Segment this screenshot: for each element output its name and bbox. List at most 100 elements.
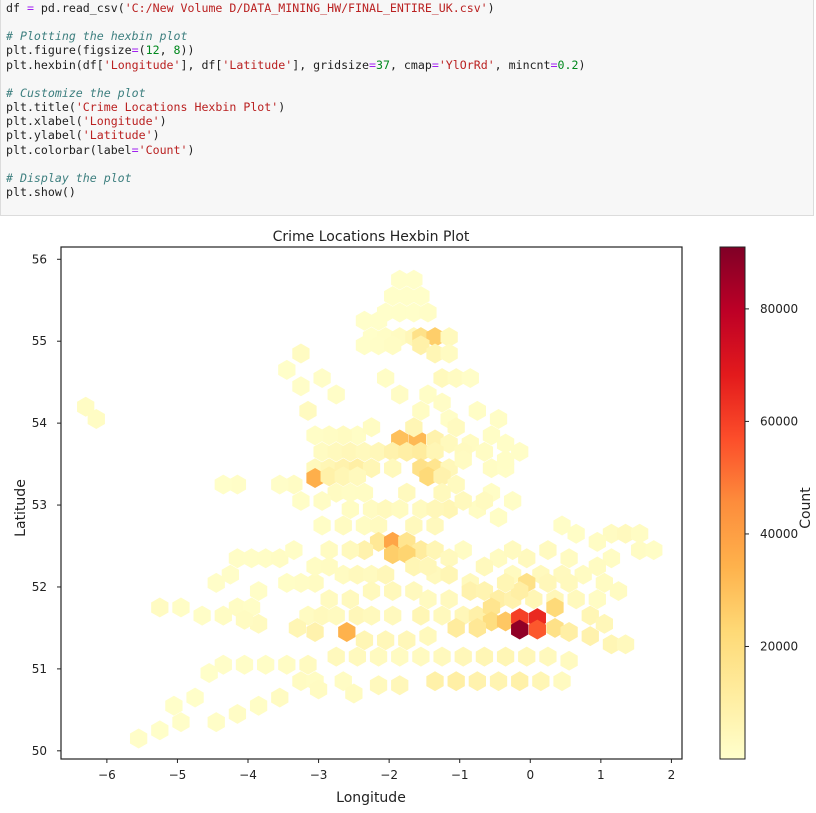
hexbin-cell (292, 343, 310, 364)
hexbin-cell (426, 343, 444, 364)
hexbin-cell (369, 515, 388, 536)
hexbin-cell (468, 671, 486, 692)
hexbin-cell (503, 540, 522, 561)
hexbin-cell (616, 523, 635, 544)
code-cell[interactable]: df = pd.read_csv('C:/New Volume D/DATA_M… (0, 0, 814, 216)
hexbin-cell (334, 671, 352, 692)
hexbin-cell (560, 650, 578, 671)
hexbin-cell (299, 605, 317, 626)
hexbin-cell (249, 613, 268, 634)
hexbin-cell (447, 417, 465, 438)
hexbin-cell (348, 564, 367, 585)
hexbin-cell (384, 544, 402, 565)
hexbin-cell (602, 523, 621, 544)
hexbin-cell (440, 433, 458, 454)
hexbin-cell (405, 269, 423, 290)
code-line: plt.ylabel('Latitude') (6, 128, 160, 143)
hexbin-cell (376, 630, 395, 651)
hexbin-cell (228, 703, 247, 724)
hexbin-cell (341, 441, 359, 462)
hexbin-cell (412, 646, 430, 667)
hexbin-cell (532, 671, 550, 692)
hexbin-cell (228, 474, 247, 495)
hexbin-cell (398, 441, 416, 462)
x-tick-label: −6 (98, 768, 116, 782)
hexbin-cell (391, 269, 409, 290)
y-axis: 50 51 52 53 54 55 56 (32, 252, 61, 758)
hexbin-cell (391, 646, 409, 667)
hexbin-cell (376, 499, 395, 520)
hexbin-cell (588, 556, 606, 577)
hexbin-cell (440, 499, 458, 520)
hexbin-cell (447, 671, 465, 692)
hexbin-cell (482, 425, 501, 446)
hexbin-cell (348, 646, 367, 667)
hexbin-cell (320, 466, 338, 487)
hexbin-cell (581, 626, 599, 647)
hexbin-cell (369, 441, 388, 462)
colorbar (719, 246, 746, 760)
hexbin-cell (292, 572, 310, 593)
y-tick-label: 51 (32, 662, 47, 676)
hexbin-cell (475, 646, 494, 667)
hexbin-cell (567, 523, 585, 544)
hexbin-cell (602, 548, 621, 569)
hexbin-cell (320, 540, 338, 561)
hexbin-cell (320, 589, 338, 610)
hexbin-cell (518, 548, 536, 569)
hexbin-cell (496, 611, 515, 632)
hexbin-cell (602, 634, 621, 655)
hexbin-cell (440, 564, 458, 585)
hexbin-cell (362, 417, 381, 438)
hexbin-cell (348, 425, 367, 446)
hexbin-cell (172, 712, 190, 733)
hexbin-cell (426, 499, 444, 520)
code-line: # Plotting the hexbin plot (6, 29, 188, 44)
hexbin-cell (288, 617, 307, 638)
hexbin-cell (369, 531, 388, 552)
hexbin-cell (327, 441, 345, 462)
hexbin-cell (433, 482, 451, 503)
hexbin-cell (249, 695, 268, 716)
hexbin-cell (468, 617, 486, 638)
hexbin-cell (518, 646, 536, 667)
hexbin-cell (313, 441, 331, 462)
hexbin-cell (228, 548, 247, 569)
hexbin-cell (525, 589, 543, 610)
hexbin-cell (327, 605, 345, 626)
hexbin-cell (278, 572, 296, 593)
code-line: plt.xlabel('Longitude') (6, 114, 167, 129)
hexbin-cell (426, 441, 444, 462)
hexbin-cell (482, 458, 501, 479)
chart-title: Crime Locations Hexbin Plot (273, 229, 470, 245)
hexbin-cell (235, 609, 254, 630)
hexbin-cell (426, 327, 444, 348)
hexbin-cell (334, 425, 352, 446)
hexbin-cell (553, 671, 571, 692)
hexbin-cell (391, 302, 409, 323)
hexbin-cell (341, 499, 359, 520)
hexbin-cell (539, 572, 557, 593)
colorbar-tick-label: 80000 (760, 302, 798, 316)
hexbin-cell (419, 556, 437, 577)
hexbin-cell (391, 384, 409, 405)
hexbin-cell (419, 302, 437, 323)
hexbin-cell (334, 564, 352, 585)
hexbin-cell (306, 572, 324, 593)
hexbin-cell (398, 482, 416, 503)
x-axis: −6 −5 −4 −3 −2 −1 0 1 2 (98, 759, 675, 782)
hexbin-cell (306, 556, 324, 577)
hexbin-cell (475, 556, 494, 577)
hexbin-cell (405, 556, 423, 577)
code-line: # Customize the plot (6, 85, 146, 100)
colorbar-tick-label: 60000 (760, 414, 798, 428)
hexbin-cell (341, 540, 359, 561)
y-tick-label: 55 (32, 334, 47, 348)
hexbin-cell (574, 564, 592, 585)
hexbin-cell (609, 581, 628, 602)
hexbin-cell (77, 396, 95, 417)
hexbin-cell (440, 327, 458, 348)
hexbin-cell (186, 687, 204, 708)
hexbin-cell (271, 687, 289, 708)
hexbin-cell (419, 466, 437, 487)
